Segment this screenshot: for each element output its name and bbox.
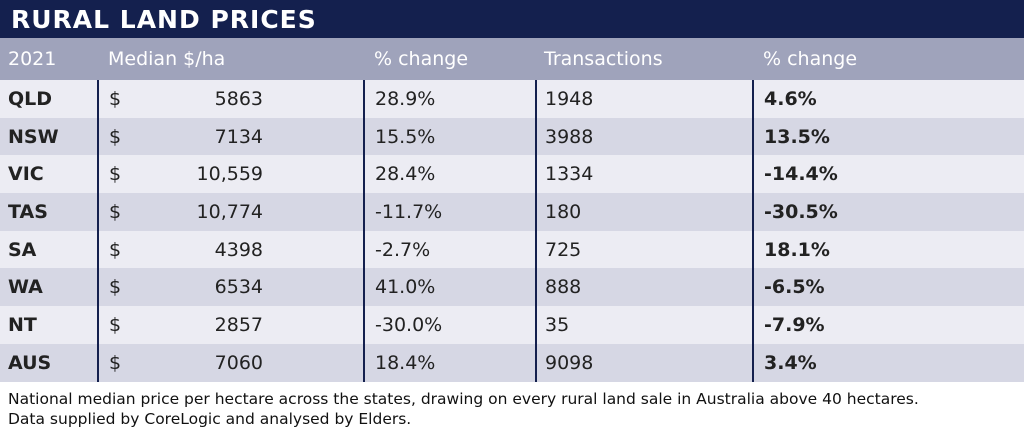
median-value: 4398 (214, 238, 263, 261)
median-value: 5863 (214, 87, 263, 110)
median-change-cell: -2.7% (363, 230, 536, 269)
transactions-change-cell: -14.4% (752, 155, 1024, 194)
median-change-cell: 28.9% (363, 80, 536, 118)
footnote: National median price per hectare across… (8, 389, 919, 429)
median-cell: $2857 (97, 306, 364, 344)
currency-symbol: $ (109, 313, 122, 336)
table-row: QLD $5863 28.9% 1948 4.6% (0, 80, 1024, 118)
state-cell: TAS (0, 193, 98, 231)
median-value: 6534 (214, 276, 263, 299)
transactions-change-cell: -6.5% (752, 268, 1024, 307)
header-row: 2021 Median $/ha % change Transactions %… (0, 38, 1024, 80)
median-cell: $5863 (97, 80, 364, 118)
median-change-cell: 18.4% (363, 343, 536, 382)
currency-symbol: $ (109, 276, 122, 299)
footnote-line-2: Data supplied by CoreLogic and analysed … (8, 410, 412, 428)
median-cell: $6534 (97, 268, 364, 307)
transactions-cell: 3988 (535, 117, 753, 156)
table-row: NT $2857 -30.0% 35 -7.9% (0, 306, 1024, 344)
table-row: VIC $10,559 28.4% 1334 -14.4% (0, 155, 1024, 194)
footnote-line-1: National median price per hectare across… (8, 390, 919, 408)
median-change-cell: 41.0% (363, 268, 536, 307)
median-change-cell: 28.4% (363, 155, 536, 194)
currency-symbol: $ (109, 87, 122, 110)
median-change-cell: -11.7% (363, 193, 536, 231)
table-row: TAS $10,774 -11.7% 180 -30.5% (0, 193, 1024, 231)
currency-symbol: $ (109, 125, 122, 148)
table-row: NSW $7134 15.5% 3988 13.5% (0, 117, 1024, 156)
median-cell: $7134 (97, 117, 364, 156)
transactions-change-cell: 13.5% (752, 117, 1024, 156)
transactions-change-cell: -7.9% (752, 306, 1024, 344)
transactions-change-cell: -30.5% (752, 193, 1024, 231)
header-median: Median $/ha (108, 48, 226, 70)
state-cell: NSW (0, 117, 98, 156)
table-title: RURAL LAND PRICES (11, 4, 317, 34)
table-body: QLD $5863 28.9% 1948 4.6% NSW $7134 15.5% 3988 13… (0, 80, 1024, 382)
transactions-change-cell: 3.4% (752, 343, 1024, 382)
transactions-cell: 725 (535, 230, 753, 269)
transactions-cell: 9098 (535, 343, 753, 382)
median-cell: $10,559 (97, 155, 364, 194)
median-value: 10,774 (196, 200, 263, 223)
currency-symbol: $ (109, 163, 122, 186)
transactions-cell: 1334 (535, 155, 753, 194)
state-cell: NT (0, 306, 98, 344)
state-cell: WA (0, 268, 98, 307)
median-cell: $7060 (97, 343, 364, 382)
state-cell: AUS (0, 343, 98, 382)
state-cell: VIC (0, 155, 98, 194)
transactions-cell: 1948 (535, 80, 753, 118)
median-value: 7060 (214, 351, 263, 374)
transactions-cell: 180 (535, 193, 753, 231)
state-cell: QLD (0, 80, 98, 118)
median-value: 7134 (214, 125, 263, 148)
header-year: 2021 (8, 48, 57, 70)
table-row: SA $4398 -2.7% 725 18.1% (0, 230, 1024, 269)
state-cell: SA (0, 230, 98, 269)
median-change-cell: -30.0% (363, 306, 536, 344)
currency-symbol: $ (109, 351, 122, 374)
table-row: WA $6534 41.0% 888 -6.5% (0, 268, 1024, 307)
table-row: AUS $7060 18.4% 9098 3.4% (0, 343, 1024, 382)
header-transactions: Transactions (544, 48, 663, 70)
prices-table: 2021 Median $/ha % change Transactions %… (0, 38, 1024, 382)
transactions-change-cell: 4.6% (752, 80, 1024, 118)
median-value: 2857 (214, 313, 263, 336)
title-bar: RURAL LAND PRICES (0, 0, 1024, 38)
median-value: 10,559 (196, 163, 263, 186)
header-median-change: % change (374, 48, 469, 70)
median-cell: $4398 (97, 230, 364, 269)
median-cell: $10,774 (97, 193, 364, 231)
transactions-cell: 35 (535, 306, 753, 344)
median-change-cell: 15.5% (363, 117, 536, 156)
currency-symbol: $ (109, 200, 122, 223)
header-transactions-change: % change (763, 48, 858, 70)
transactions-change-cell: 18.1% (752, 230, 1024, 269)
currency-symbol: $ (109, 238, 122, 261)
transactions-cell: 888 (535, 268, 753, 307)
